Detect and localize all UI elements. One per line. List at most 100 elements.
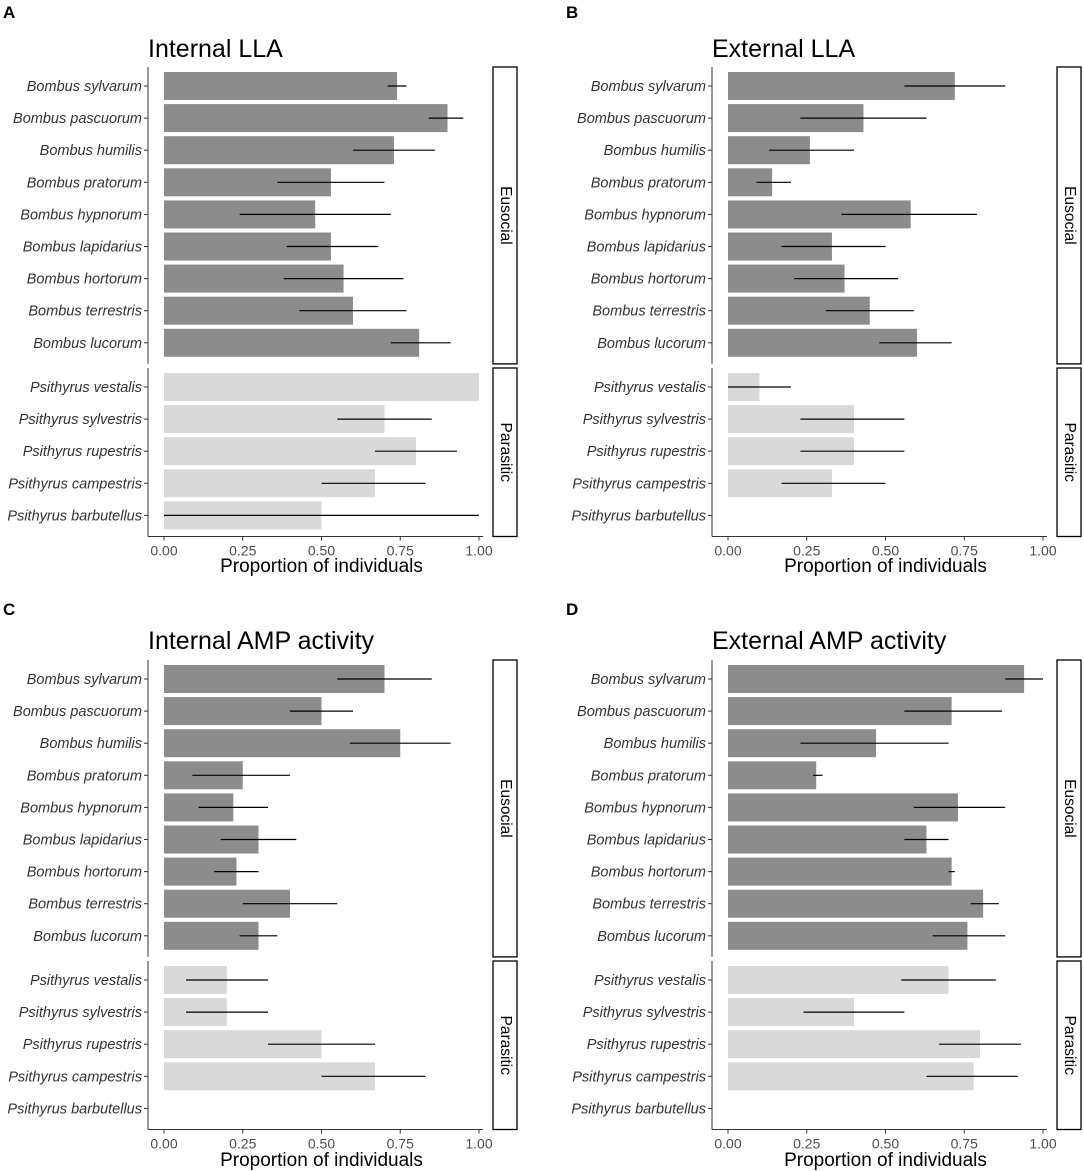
- category-label-bombus-hortorum: Bombus hortorum: [591, 272, 706, 288]
- panel-a: A Internal LLA Bombus sylvarum Bombus pascu…: [3, 3, 518, 577]
- category-label-bombus-hypnorum: Bombus hypnorum: [20, 800, 142, 816]
- x-tick-label: 0.00: [714, 543, 741, 559]
- facet-strip-box: [492, 66, 518, 365]
- facet-strip-box: [1056, 960, 1082, 1131]
- category-label-bombus-humilis: Bombus humilis: [40, 143, 142, 159]
- facet-strip-box: [492, 659, 518, 958]
- x-tick-label: 0.00: [714, 1136, 741, 1152]
- category-label-bombus-pascuorum: Bombus pascuorum: [577, 111, 706, 127]
- bar-psithyrus-rupestris: [728, 1030, 980, 1059]
- category-label-psithyrus-sylvestris: Psithyrus sylvestris: [19, 412, 142, 428]
- chart-title: Internal AMP activity: [148, 627, 375, 655]
- x-tick-label: 0.50: [872, 1136, 899, 1152]
- category-label-bombus-pratorum: Bombus pratorum: [27, 768, 142, 784]
- category-label-bombus-sylvarum: Bombus sylvarum: [27, 672, 142, 688]
- category-label-psithyrus-vestalis: Psithyrus vestalis: [594, 380, 706, 396]
- bar-bombus-terrestris: [728, 889, 984, 918]
- category-label-bombus-humilis: Bombus humilis: [604, 736, 706, 752]
- category-label-bombus-terrestris: Bombus terrestris: [592, 897, 706, 913]
- category-label-psithyrus-sylvestris: Psithyrus sylvestris: [583, 412, 706, 428]
- x-tick-label: 0.75: [951, 1136, 978, 1152]
- facet-strip-label: Eusocial: [497, 186, 514, 245]
- category-label-bombus-terrestris: Bombus terrestris: [592, 304, 706, 320]
- bar-bombus-sylvarum: [728, 665, 1025, 693]
- category-label-psithyrus-rupestris: Psithyrus rupestris: [23, 444, 142, 460]
- category-label-bombus-sylvarum: Bombus sylvarum: [591, 672, 706, 688]
- facet-parasitic: Psithyrus vestalis Psithyrus sylvestris Ps…: [571, 960, 1082, 1131]
- x-tick-label: 0.75: [387, 1136, 414, 1152]
- category-label-psithyrus-barbutellus: Psithyrus barbutellus: [571, 1101, 706, 1117]
- category-label-psithyrus-campestris: Psithyrus campestris: [572, 1069, 706, 1085]
- facet-parasitic: Psithyrus vestalis Psithyrus sylvestris Ps…: [7, 960, 518, 1131]
- x-tick-label: 1.00: [465, 1136, 492, 1152]
- category-label-psithyrus-sylvestris: Psithyrus sylvestris: [19, 1005, 142, 1021]
- x-tick-label: 0.00: [150, 543, 177, 559]
- facet-parasitic: Psithyrus vestalis Psithyrus sylvestris Ps…: [7, 367, 518, 538]
- x-tick-label: 0.25: [229, 543, 256, 559]
- x-axis: 0.00 0.25 0.50 0.75 1.00 Proportion of indivi…: [148, 536, 493, 577]
- facet-strip-eusocial: Eusocial: [492, 659, 518, 958]
- category-label-bombus-hypnorum: Bombus hypnorum: [584, 800, 706, 816]
- bar-bombus-lucorum: [728, 921, 968, 950]
- facet-strip-label: Parasitic: [497, 1016, 514, 1076]
- facet-eusocial: Bombus sylvarum Bombus pascuorum Bombus hu…: [577, 66, 1082, 365]
- category-label-bombus-hypnorum: Bombus hypnorum: [584, 207, 706, 223]
- facet-strip-eusocial: Eusocial: [1056, 66, 1082, 365]
- facet-strip-box: [492, 367, 518, 538]
- facet-strip-parasitic: Parasitic: [1056, 960, 1082, 1131]
- facet-strip-box: [1056, 659, 1082, 958]
- category-label-bombus-lapidarius: Bombus lapidarius: [587, 240, 706, 256]
- category-label-bombus-lucorum: Bombus lucorum: [33, 336, 142, 352]
- facet-strip-parasitic: Parasitic: [492, 960, 518, 1131]
- facet-strip-box: [1056, 66, 1082, 365]
- x-tick-label: 0.50: [872, 543, 899, 559]
- x-axis-title: Proportion of individuals: [220, 556, 423, 577]
- x-tick-label: 1.00: [1029, 543, 1056, 559]
- bar-bombus-pratorum: [728, 761, 817, 790]
- facet-strip-eusocial: Eusocial: [492, 66, 518, 365]
- category-label-psithyrus-barbutellus: Psithyrus barbutellus: [7, 1101, 142, 1117]
- category-label-bombus-lapidarius: Bombus lapidarius: [587, 833, 706, 849]
- bar-bombus-lapidarius: [728, 825, 927, 854]
- x-axis: 0.00 0.25 0.50 0.75 1.00 Proportion of indivi…: [148, 1129, 493, 1171]
- category-label-bombus-pratorum: Bombus pratorum: [591, 768, 706, 784]
- category-label-bombus-sylvarum: Bombus sylvarum: [27, 79, 142, 95]
- category-label-psithyrus-sylvestris: Psithyrus sylvestris: [583, 1005, 706, 1021]
- category-label-bombus-lapidarius: Bombus lapidarius: [23, 240, 142, 256]
- panel-b: B External LLA Bombus sylvarum Bombus pascu…: [566, 3, 1082, 577]
- facet-strip-eusocial: Eusocial: [1056, 659, 1082, 958]
- x-tick-label: 0.25: [793, 1136, 820, 1152]
- facet-strip-box: [1056, 367, 1082, 538]
- facet-strip-label: Eusocial: [1061, 779, 1078, 838]
- facet-parasitic: Psithyrus vestalis Psithyrus sylvestris Ps…: [571, 367, 1082, 538]
- panel-letter: A: [3, 3, 15, 22]
- category-label-bombus-pascuorum: Bombus pascuorum: [13, 704, 142, 720]
- chart-title: External LLA: [712, 35, 855, 63]
- panel-letter: B: [566, 3, 578, 22]
- category-label-bombus-hortorum: Bombus hortorum: [591, 865, 706, 881]
- category-label-bombus-pratorum: Bombus pratorum: [27, 175, 142, 191]
- panel-letter: D: [566, 600, 578, 619]
- facet-strip-label: Parasitic: [1061, 1016, 1078, 1076]
- facet-eusocial: Bombus sylvarum Bombus pascuorum Bombus hu…: [13, 66, 518, 365]
- category-label-psithyrus-rupestris: Psithyrus rupestris: [23, 1037, 142, 1053]
- x-axis-title: Proportion of individuals: [220, 1150, 423, 1171]
- x-tick-label: 0.25: [229, 1136, 256, 1152]
- facet-strip-parasitic: Parasitic: [1056, 367, 1082, 538]
- category-label-psithyrus-barbutellus: Psithyrus barbutellus: [7, 508, 142, 524]
- facet-strip-label: Parasitic: [1061, 423, 1078, 483]
- category-label-psithyrus-campestris: Psithyrus campestris: [572, 476, 706, 492]
- facet-strip-box: [492, 960, 518, 1131]
- facet-strip-label: Eusocial: [1061, 186, 1078, 245]
- category-label-psithyrus-rupestris: Psithyrus rupestris: [587, 444, 706, 460]
- facet-strip-label: Eusocial: [497, 779, 514, 838]
- facet-strip-parasitic: Parasitic: [492, 367, 518, 538]
- chart-title: Internal LLA: [148, 35, 283, 63]
- bar-bombus-pascuorum: [164, 104, 448, 133]
- facet-eusocial: Bombus sylvarum Bombus pascuorum Bombus hu…: [577, 659, 1082, 958]
- x-tick-label: 0.75: [387, 543, 414, 559]
- category-label-bombus-sylvarum: Bombus sylvarum: [591, 79, 706, 95]
- x-axis: 0.00 0.25 0.50 0.75 1.00 Proportion of indivi…: [712, 1129, 1057, 1171]
- category-label-bombus-lucorum: Bombus lucorum: [33, 929, 142, 945]
